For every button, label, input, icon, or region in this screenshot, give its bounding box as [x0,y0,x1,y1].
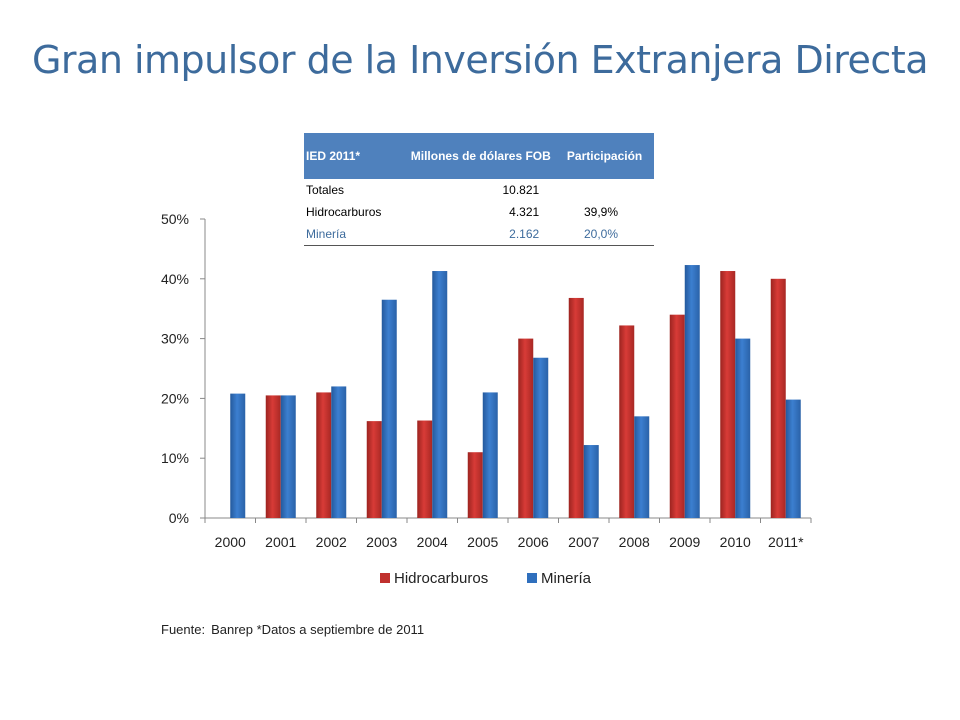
legend-label: Hidrocarburos [394,570,488,587]
table-row: Minería 2.162 20,0% [304,223,654,246]
y-tick-label: 50% [161,211,189,227]
x-tick-label: 2006 [518,534,549,550]
bar-mineria [735,338,751,518]
x-tick-label: 2005 [467,534,498,550]
page-title: Gran impulsor de la Inversión Extranjera… [31,38,929,82]
table-cell-value: 2.162 [406,223,556,246]
bar-hidrocarburos [467,452,483,518]
table-cell-value: 4.321 [509,205,540,219]
bar-hidrocarburos [316,392,332,518]
x-tick-label: 2007 [568,534,599,550]
bar-hidrocarburos [417,420,433,518]
table-cell-share: 20,0% [555,223,654,246]
bar-hidrocarburos [720,271,736,518]
bar-hidrocarburos [366,421,382,518]
bar-mineria [583,445,599,518]
legend-swatch [380,573,390,583]
table-cell-name: Totales [306,183,345,197]
chart-legend: Hidrocarburos Minería [380,570,592,587]
bar-mineria [482,392,498,518]
bar-mineria [280,395,296,518]
x-tick-label: 2004 [417,534,448,550]
chart-axes: 0% 10% 20% 30% 40% 50% 2000 2001 2002 2003 2004 200… [161,211,812,550]
bar-mineria [331,386,347,518]
table-header-ied: IED 2011* [304,133,407,179]
x-tick-label: 2009 [669,534,700,550]
table-row: Hidrocarburos 4.321 39,9% [304,201,654,223]
legend-swatch [527,573,537,583]
y-tick-label: 30% [161,331,189,347]
table-cell-value: 10.821 [502,183,540,197]
table-cell-share [555,179,654,201]
chart-bars [230,265,801,518]
bar-hidrocarburos [265,395,281,518]
x-tick-label: 2000 [215,534,246,550]
legend-label: Minería [541,570,592,587]
bar-mineria [432,271,448,518]
y-tick-label: 10% [161,450,189,466]
source-prefix: Fuente: [161,622,206,637]
table-cell-share: 39,9% [583,205,618,219]
bar-mineria [684,265,700,518]
table-header-millones: Millones de dólares FOB [406,133,556,179]
x-tick-label: 2003 [366,534,397,550]
y-tick-label: 20% [161,390,189,406]
bar-hidrocarburos [669,314,685,518]
x-tick-label: 2010 [720,534,751,550]
bar-hidrocarburos [619,325,635,518]
ied-table: IED 2011* Millones de dólares FOB Partic… [304,133,654,246]
table-cell-name: Hidrocarburos [306,205,382,219]
bar-mineria [533,357,549,518]
table-header-participacion: Participación [555,133,654,179]
table-row: Totales 10.821 [304,179,654,201]
y-tick-label: 40% [161,271,189,287]
x-tick-label: 2002 [316,534,347,550]
bar-hidrocarburos [568,297,584,518]
x-tick-label: 2001 [265,534,296,550]
bar-mineria [230,393,246,518]
source-text: Banrep *Datos a septiembre de 2011 [211,622,425,637]
bar-hidrocarburos [770,278,786,518]
bar-mineria [785,399,801,518]
x-tick-label: 2008 [619,534,650,550]
table-cell-name: Minería [304,223,407,246]
bar-mineria [381,299,397,518]
x-tick-label: 2011* [768,534,804,550]
source-note: Fuente: Banrep *Datos a septiembre de 201… [161,622,430,637]
bar-mineria [634,416,650,518]
y-tick-label: 0% [169,510,189,526]
bar-hidrocarburos [518,338,534,518]
